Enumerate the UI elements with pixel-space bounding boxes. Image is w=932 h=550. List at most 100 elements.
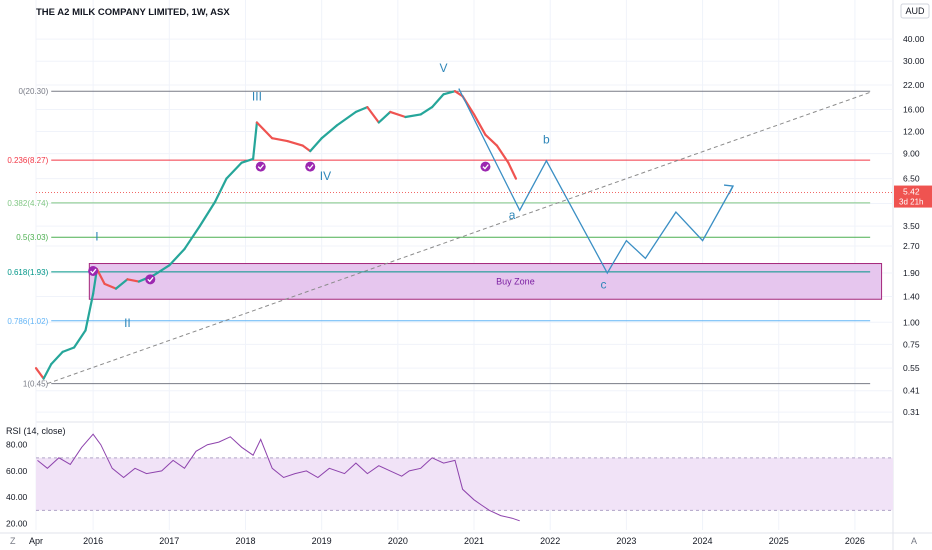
price-series (34, 90, 518, 380)
fib-level-label: 0(20.30) (18, 87, 48, 96)
price-axis[interactable]: 0.310.410.550.751.001.401.902.703.504.70… (36, 34, 932, 417)
y-tick-label: 6.50 (903, 174, 920, 184)
price-line (35, 90, 517, 380)
x-tick-label: 2020 (388, 536, 408, 546)
price-segment (84, 292, 95, 332)
footer-right-label[interactable]: A (911, 536, 917, 546)
wave-label: III (252, 89, 262, 103)
price-segment (320, 124, 339, 140)
y-tick-label: 30.00 (903, 56, 925, 66)
y-tick-label: 12.00 (903, 127, 925, 137)
buy-zone-box[interactable] (88, 263, 883, 300)
time-axis[interactable]: Apr 2016 2017 2018 2019 2020 2021 2022 2023 2024 2… (29, 536, 865, 546)
rsi-tick-label: 60.00 (6, 466, 28, 476)
fib-level-label: 0.236(8.27) (7, 156, 48, 165)
check-marker-icon[interactable] (480, 161, 491, 172)
currency-badge[interactable] (900, 3, 930, 19)
check-glyph (482, 164, 489, 170)
price-segment (252, 121, 259, 161)
fibonacci-retracement[interactable]: 0(20.30) 0.236(8.27) 0.382(4.74) 0.5(3.03) 0… (7, 87, 871, 389)
y-tick-label: 0.55 (903, 363, 920, 373)
price-segment (95, 267, 106, 285)
last-price-tag[interactable] (894, 185, 932, 208)
check-marker-icon[interactable] (255, 161, 266, 172)
check-marker-icon[interactable] (88, 266, 99, 277)
x-tick-label: 2016 (83, 536, 103, 546)
check-glyph (90, 268, 97, 274)
price-segment (103, 282, 118, 290)
y-tick-label: 9.00 (903, 149, 920, 159)
x-tick-label: 2025 (769, 536, 789, 546)
price-segment (389, 110, 407, 119)
price-segment (183, 225, 201, 251)
event-markers[interactable] (88, 161, 491, 285)
price-segment (484, 133, 498, 147)
symbol-title: THE A2 MILK COMPANY LIMITED, 1W, ASX (36, 7, 230, 18)
price-segment (213, 177, 228, 203)
price-segment (271, 137, 289, 143)
y-tick-label: 22.00 (903, 80, 925, 90)
rsi-tick-label: 40.00 (6, 492, 28, 502)
y-tick-label: 3.50 (903, 221, 920, 231)
footer-left-label[interactable]: Z (10, 536, 16, 546)
price-segment (72, 329, 87, 349)
fib-level-label: 0.618(1.93) (7, 268, 48, 277)
y-tick-label: 0.31 (903, 407, 920, 417)
last-price-countdown: 3d 21h (899, 198, 923, 207)
check-glyph (307, 164, 314, 170)
wave-label: I (95, 230, 98, 244)
trendline[interactable] (47, 91, 871, 385)
y-tick-label: 40.00 (903, 34, 925, 44)
price-segment (495, 144, 510, 164)
y-tick-label: 2.70 (903, 241, 920, 251)
price-segment (472, 113, 487, 136)
check-marker-icon[interactable] (305, 161, 316, 172)
wave-projection-path[interactable] (458, 88, 734, 275)
wave-label: c (601, 278, 607, 292)
price-segment (168, 247, 186, 267)
check-marker-icon[interactable] (145, 274, 156, 285)
check-glyph (147, 276, 154, 283)
price-segment (255, 121, 274, 140)
fib-level-label: 0.5(3.03) (16, 233, 48, 242)
x-tick-label: Apr (29, 536, 43, 546)
price-segment (61, 346, 76, 353)
y-tick-label: 1.40 (903, 291, 920, 301)
y-tick-label: 1.00 (903, 317, 920, 327)
price-segment (126, 278, 140, 283)
x-tick-label: 2024 (693, 536, 713, 546)
price-segment (34, 367, 45, 380)
rsi-tick-label: 80.00 (6, 440, 28, 450)
wave-label: b (543, 132, 550, 146)
price-segment (442, 90, 457, 96)
dashed-trendline[interactable] (47, 91, 871, 385)
price-segment (286, 139, 304, 147)
y-tick-label: 0.75 (903, 339, 920, 349)
price-segment (377, 110, 392, 124)
wave-label: II (124, 316, 131, 330)
last-price-value: 5.42 (903, 187, 920, 197)
y-tick-label: 0.41 (903, 386, 920, 396)
x-tick-label: 2019 (312, 536, 332, 546)
check-glyph (257, 164, 265, 170)
price-segment (240, 157, 255, 164)
fib-level-label: 0.786(1.02) (7, 317, 48, 326)
wave-label: a (509, 208, 516, 222)
projection-arrowhead (723, 184, 735, 195)
price-segment (42, 363, 53, 380)
buy-zone-label: Buy Zone (496, 276, 535, 286)
price-segment (114, 278, 129, 290)
wave-projection[interactable] (458, 88, 735, 275)
currency-label: AUD (905, 6, 925, 16)
buy-zone[interactable]: Buy Zone (88, 263, 883, 300)
rsi-band (36, 457, 893, 511)
x-tick-label: 2023 (616, 536, 636, 546)
price-segment (50, 350, 64, 366)
price-segment (404, 113, 422, 119)
price-segment (366, 106, 380, 124)
x-tick-label: 2018 (235, 536, 255, 546)
fib-level-label: 0.382(4.74) (7, 199, 48, 208)
price-segment (453, 90, 464, 98)
price-segment (431, 93, 445, 109)
